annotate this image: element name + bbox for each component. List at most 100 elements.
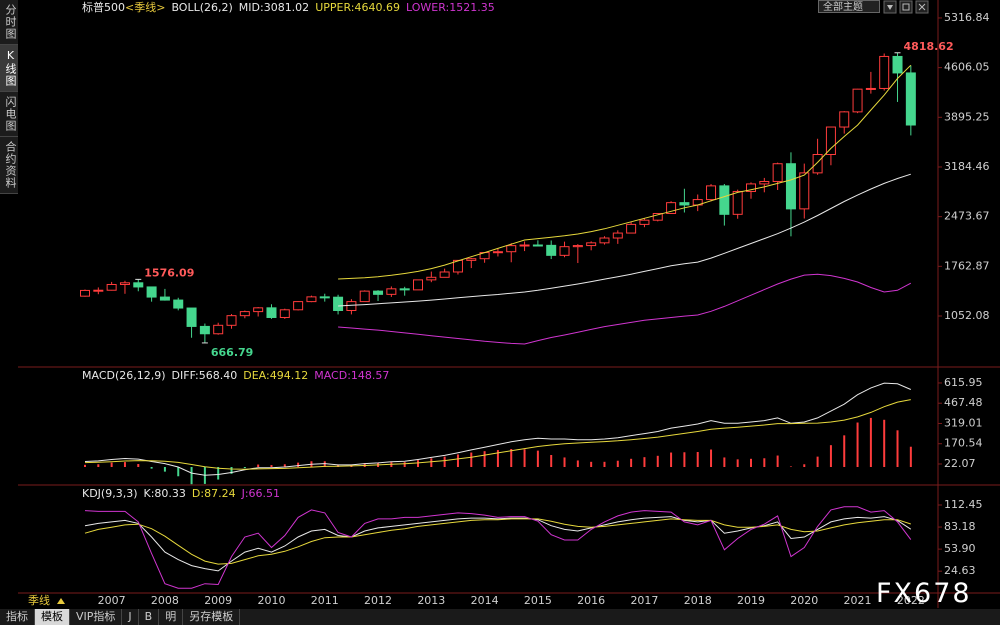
legend-label: MACD(26,12,9)	[82, 369, 166, 382]
legend-label: DEA:494.12	[243, 369, 308, 382]
legend-label: DIFF:568.40	[172, 369, 238, 382]
y-tick-label: 319.01	[944, 416, 983, 429]
candle-body	[652, 212, 663, 221]
candle-body	[892, 55, 903, 74]
period-arrow[interactable]	[57, 598, 65, 604]
series-line	[338, 273, 912, 345]
legend-label: J:66.51	[241, 487, 280, 500]
toolbar-item[interactable]: J	[122, 609, 139, 625]
y-tick-label: 170.54	[944, 437, 983, 450]
candle-body	[173, 299, 184, 309]
candle-body	[492, 251, 503, 254]
toolbar-item[interactable]: VIP指标	[70, 609, 123, 625]
candle-body	[666, 202, 677, 214]
annotation: 1576.09	[144, 266, 194, 279]
candle-body	[266, 307, 277, 318]
annotation: 4818.62	[904, 40, 954, 53]
candle-body	[93, 289, 104, 292]
candle-body	[599, 237, 610, 244]
candle-body	[825, 126, 836, 155]
y-tick-label: 83.18	[944, 520, 976, 533]
toolbar-item[interactable]: 另存模板	[183, 609, 241, 625]
candle-body	[119, 282, 130, 285]
candle-body	[146, 286, 157, 298]
y-tick-label: 467.48	[944, 396, 983, 409]
y-tick-label: 3895.25	[944, 110, 990, 123]
candle-body	[452, 259, 463, 273]
series-line	[84, 382, 911, 476]
side-tabs: 分时图 K线图 闪电图 合约资料	[0, 0, 18, 194]
x-tick-label: 2009	[204, 594, 232, 607]
period-label[interactable]: 季线	[28, 593, 50, 607]
candle-body	[626, 223, 637, 234]
candle-body	[306, 296, 317, 303]
menu-icon	[887, 5, 893, 10]
candle-body	[133, 282, 144, 288]
series-line	[338, 173, 911, 307]
candle-body	[159, 296, 170, 301]
candle-body	[612, 232, 623, 239]
legend-label: K:80.33	[144, 487, 186, 500]
y-tick-label: 24.63	[944, 564, 976, 577]
y-tick-label: 1052.08	[944, 309, 990, 322]
toolbar-item[interactable]: 明	[159, 609, 184, 625]
candle-body	[839, 111, 850, 128]
candle-body	[506, 245, 517, 253]
x-tick-label: 2011	[311, 594, 339, 607]
candle-body	[706, 185, 717, 201]
candle-body	[759, 180, 770, 185]
candle-body	[746, 183, 756, 192]
window-icon	[902, 3, 910, 11]
side-tab[interactable]: 闪电图	[0, 92, 18, 137]
toolbar-item[interactable]: 指标	[0, 609, 35, 625]
theme-button[interactable]: 全部主题	[818, 0, 880, 13]
legend-label: D:87.24	[192, 487, 236, 500]
series-line	[84, 516, 912, 572]
candle-body	[546, 244, 557, 256]
toolbar-item[interactable]: 模板	[35, 609, 70, 625]
candle-body	[373, 290, 384, 295]
series-line	[84, 518, 911, 565]
candle-body	[865, 87, 876, 90]
side-tab[interactable]: 合约资料	[0, 137, 18, 194]
candle-body	[586, 242, 597, 247]
candle-body	[879, 55, 890, 89]
candle-body	[199, 325, 210, 335]
candle-body	[346, 301, 357, 311]
y-tick-label: 5316.84	[944, 11, 990, 24]
candle-body	[333, 296, 344, 311]
y-tick-label: 112.45	[944, 498, 983, 511]
candle-body	[559, 246, 570, 256]
candle-body	[106, 283, 117, 291]
legend-label: MID:3081.02	[239, 1, 309, 14]
side-tab[interactable]: K线图	[0, 45, 18, 92]
series-line	[338, 64, 912, 280]
x-tick-label: 2022	[897, 594, 925, 607]
toolbar-item[interactable]: B	[139, 609, 160, 625]
x-tick-label: 2013	[417, 594, 445, 607]
legend-label: 标普500	[82, 0, 125, 14]
candle-body	[359, 290, 370, 303]
candle-body	[213, 324, 224, 335]
candle-body	[426, 276, 437, 281]
window-button[interactable]	[899, 0, 913, 14]
legend-label: <季线>	[125, 0, 165, 14]
candle-body	[532, 244, 543, 247]
x-tick-label: 2016	[577, 594, 605, 607]
legend-label: LOWER:1521.35	[406, 1, 495, 14]
y-tick-label: 22.07	[944, 457, 976, 470]
x-tick-label: 2014	[471, 594, 499, 607]
x-tick-label: 2020	[790, 594, 818, 607]
watermark: FX678	[876, 578, 972, 609]
x-tick-label: 2018	[684, 594, 712, 607]
side-tab[interactable]: 分时图	[0, 0, 18, 45]
close-icon	[918, 3, 926, 11]
candle-body	[399, 288, 410, 291]
candle-body	[386, 288, 397, 295]
candle-body	[812, 153, 823, 174]
annotation: 666.79	[211, 346, 253, 359]
candle-body	[253, 307, 264, 313]
x-tick-label: 2008	[151, 594, 179, 607]
